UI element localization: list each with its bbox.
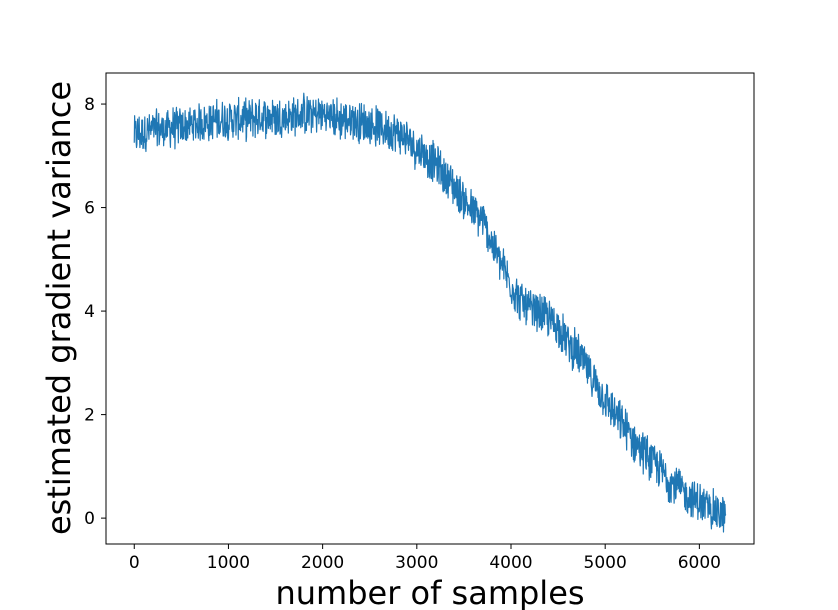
y-axis-title: estimated gradient variance <box>40 81 78 535</box>
y-tick-label: 0 <box>84 509 95 529</box>
x-tick-label: 1000 <box>207 553 250 573</box>
y-tick-label: 4 <box>84 302 95 322</box>
x-axis-title: number of samples <box>275 574 584 610</box>
plot-layer <box>133 92 727 533</box>
x-axis: 0 1000 2000 3000 4000 5000 6000 <box>129 544 721 573</box>
x-tick-label: 6000 <box>678 553 721 573</box>
plot-frame <box>105 72 755 545</box>
y-axis: 0 2 4 6 8 <box>84 95 106 529</box>
y-tick-label: 8 <box>84 95 95 115</box>
x-tick-label: 3000 <box>395 553 438 573</box>
x-tick-label: 0 <box>129 553 140 573</box>
x-tick-label: 4000 <box>489 553 532 573</box>
x-tick-label: 2000 <box>301 553 344 573</box>
y-tick-label: 6 <box>84 199 95 219</box>
x-tick-label: 5000 <box>584 553 627 573</box>
y-tick-label: 2 <box>84 406 95 426</box>
series-line <box>133 92 727 533</box>
